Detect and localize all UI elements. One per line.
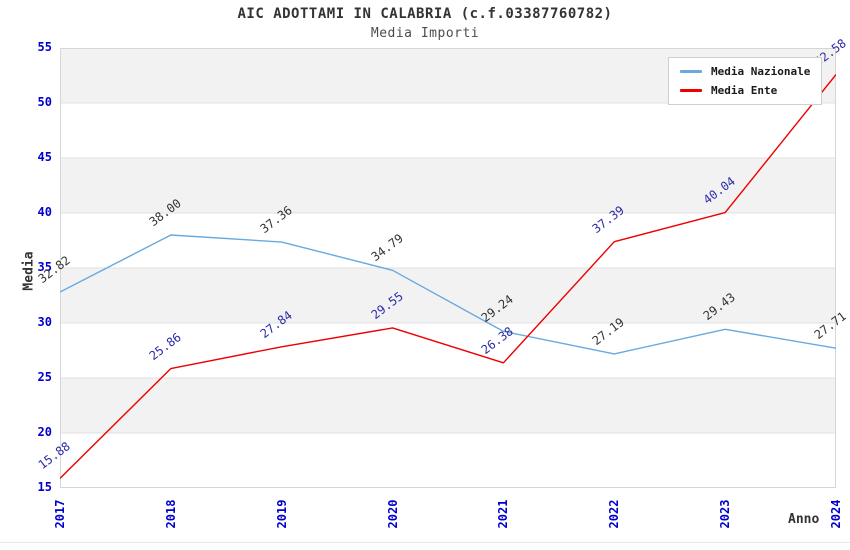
chart-title: AIC ADOTTAMI IN CALABRIA (c.f.0338776078… <box>237 6 613 22</box>
plot-border <box>60 48 836 488</box>
legend-swatch-icon <box>680 70 702 73</box>
series-line-media-nazionale <box>60 234 836 355</box>
y-axis-title: Media <box>21 251 37 291</box>
x-tick-label: 2020 <box>385 499 400 529</box>
plot-area <box>60 48 836 488</box>
x-tick-label: 2017 <box>53 499 67 529</box>
legend-item: Media Ente <box>680 84 810 97</box>
legend-swatch-icon <box>680 89 702 92</box>
y-tick-label: 40 <box>37 205 52 219</box>
legend-label: Media Nazionale <box>711 65 811 78</box>
legend-item: Media Nazionale <box>680 65 810 78</box>
line-series-svg <box>60 48 836 488</box>
x-tick-label: 2019 <box>274 499 289 529</box>
x-tick-label: 2021 <box>496 499 511 529</box>
x-tick-label: 2022 <box>607 499 622 529</box>
x-tick-label: 2024 <box>829 499 843 529</box>
y-tick-label: 15 <box>37 480 52 494</box>
x-axis-title: Anno <box>788 512 820 527</box>
series-line-media-ente <box>60 74 836 479</box>
chart-subtitle: Media Importi <box>370 26 480 41</box>
bottom-divider <box>0 542 850 543</box>
y-tick-label: 45 <box>37 150 52 164</box>
x-tick-label: 2018 <box>163 499 178 529</box>
y-tick-label: 55 <box>37 40 52 54</box>
x-tick-label: 2023 <box>718 499 733 529</box>
legend-label: Media Ente <box>711 84 778 97</box>
y-tick-label: 20 <box>37 425 52 439</box>
y-tick-label: 50 <box>37 95 52 109</box>
y-tick-label: 30 <box>37 315 52 329</box>
y-tick-label: 25 <box>37 370 52 384</box>
legend: Media Nazionale Media Ente <box>668 57 823 105</box>
